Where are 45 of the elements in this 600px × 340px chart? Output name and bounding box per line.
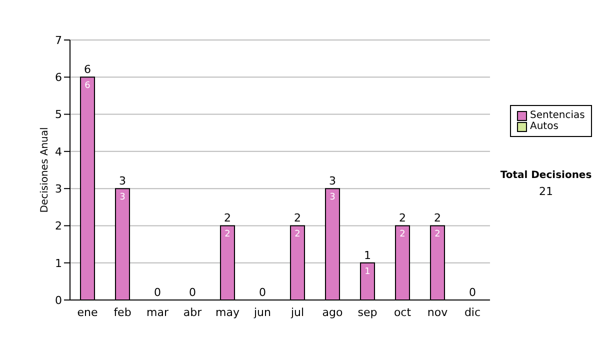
x-tick-label: jul: [290, 306, 304, 319]
y-tick-label: 5: [55, 108, 62, 122]
x-tick-label: mar: [146, 306, 169, 319]
x-tick-label: sep: [358, 306, 378, 319]
y-tick-label: 2: [55, 220, 62, 233]
x-tick-label: dic: [464, 306, 481, 319]
y-axis-title: Decisiones Anual: [40, 127, 51, 213]
total-label: 0: [469, 286, 476, 299]
x-tick-label: ago: [322, 306, 343, 319]
total-label: 2: [399, 212, 406, 225]
y-tick-label: 1: [55, 256, 62, 270]
x-tick-label: jun: [253, 306, 272, 319]
x-tick-label: ene: [77, 306, 98, 319]
total-label: 0: [154, 286, 161, 299]
data-label: 3: [330, 192, 336, 203]
x-tick-label: abr: [183, 306, 202, 319]
total-label: 2: [294, 212, 301, 225]
total-label: 3: [119, 174, 126, 188]
total-label: 2: [434, 212, 441, 225]
total-label: 1: [364, 248, 371, 262]
y-tick-label: 3: [55, 182, 62, 196]
data-label: 3: [120, 192, 126, 203]
y-tick-label: 0: [55, 294, 62, 307]
y-tick-label: 6: [55, 71, 62, 84]
legend-label: Sentencias: [530, 110, 585, 121]
data-label: 2: [434, 230, 440, 240]
y-tick-label: 4: [55, 145, 62, 158]
data-label: 2: [400, 230, 406, 240]
data-label: 6: [84, 81, 91, 92]
x-tick-label: feb: [114, 306, 132, 319]
x-tick-label: nov: [427, 306, 448, 319]
total-label: 6: [84, 63, 91, 76]
total-label: 3: [329, 174, 336, 188]
text: 21: [538, 185, 554, 198]
legend-label: Autos: [530, 121, 558, 132]
total-label: 0: [259, 286, 266, 299]
data-label: 1: [364, 266, 370, 277]
x-tick-label: oct: [394, 306, 412, 319]
text: Total Decisiones: [500, 170, 592, 181]
total-label: 0: [189, 286, 196, 299]
y-tick-label: 7: [55, 34, 62, 47]
data-label: 2: [294, 230, 300, 240]
data-label: 2: [224, 230, 230, 240]
total-label: 2: [224, 212, 231, 225]
x-tick-label: may: [216, 306, 240, 319]
